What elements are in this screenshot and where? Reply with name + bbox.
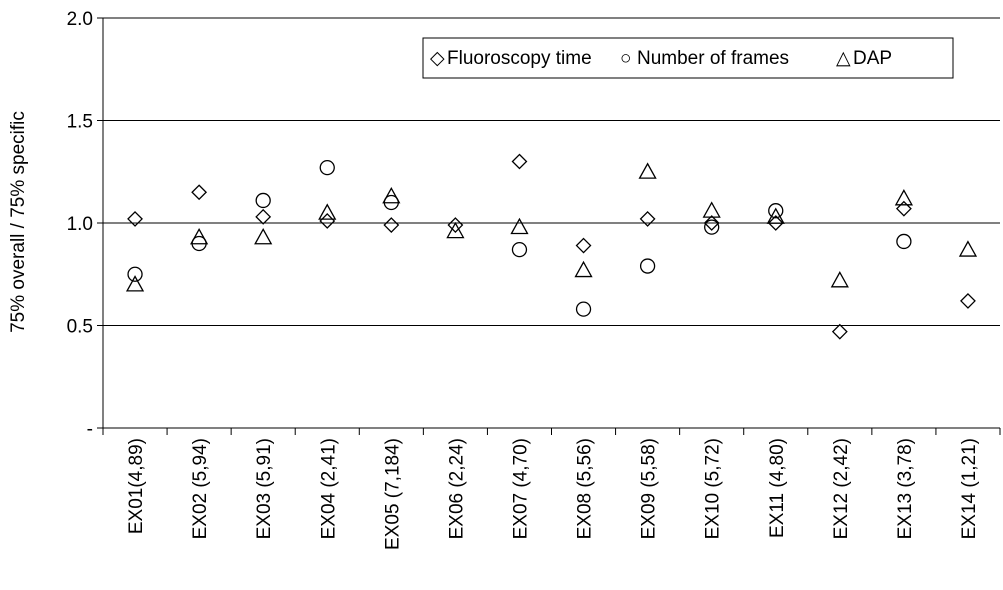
- triangle-point: [318, 203, 337, 220]
- axes: [97, 17, 1001, 435]
- x-tick-label: EX05 (7,184): [382, 438, 403, 550]
- legend-item: △ DAP: [836, 48, 892, 69]
- legend-label: Number of frames: [637, 48, 789, 69]
- diamond-point: [383, 217, 400, 233]
- triangle-point: [766, 207, 785, 224]
- diamond-point: [895, 200, 912, 217]
- x-tick-label: EX13 (3,78): [895, 438, 916, 539]
- data-points: [125, 153, 978, 340]
- x-tick-label: EX08 (5,56): [575, 438, 596, 539]
- x-tick-label: EX02 (5,94): [190, 438, 211, 539]
- legend-label: Fluoroscopy time: [447, 48, 592, 69]
- y-tick-label: 1.0: [67, 214, 93, 235]
- circle-legend-symbol: ○: [620, 48, 631, 69]
- legend-box: [422, 37, 954, 79]
- y-tick-labels: - 0.5 1.0 1.5 2.0: [67, 9, 93, 440]
- x-tick-label: EX10 (5,72): [703, 438, 724, 539]
- y-axis-label: 75% overall / 75% specific: [8, 111, 29, 333]
- x-tick-label: EX06 (2,24): [446, 438, 467, 539]
- diamond-point: [575, 237, 592, 254]
- triangle-point: [638, 162, 657, 179]
- circle-point: [127, 266, 143, 282]
- x-tick-label: EX07 (4,70): [510, 438, 531, 539]
- diamond-point: [191, 184, 208, 201]
- circle-point: [255, 192, 271, 209]
- legend-label: DAP: [853, 48, 892, 69]
- triangle-point: [190, 228, 209, 245]
- circle-point: [575, 301, 592, 317]
- diamond-point: [127, 210, 143, 227]
- triangle-point: [125, 275, 145, 292]
- x-tick-label: EX11 (4,80): [767, 438, 788, 538]
- diamond-point: [255, 208, 272, 225]
- diamond-point: [831, 323, 848, 340]
- x-tick-label: EX14 (1,21): [959, 438, 980, 539]
- diamond-point: [767, 215, 784, 231]
- y-tick-label: 2.0: [67, 9, 93, 30]
- legend-item: ◇ Fluoroscopy time: [430, 48, 592, 69]
- gridlines: [103, 17, 1000, 326]
- diamond-point: [703, 215, 720, 231]
- diamond-point: [511, 153, 528, 170]
- circle-point: [319, 159, 335, 176]
- x-tick-label: EX03 (5,91): [254, 438, 275, 539]
- triangle-point: [446, 221, 465, 239]
- legend: ◇ Fluoroscopy time ○ Number of frames △ DAP: [422, 37, 954, 79]
- x-tick-label: EX12 (2,42): [831, 438, 852, 539]
- triangle-point: [510, 217, 529, 235]
- y-tick-label: 1.5: [67, 112, 93, 133]
- circle-point: [639, 258, 656, 274]
- y-tick-label: -: [87, 419, 93, 440]
- diamond-point: [447, 217, 464, 233]
- triangle-legend-symbol: △: [836, 48, 851, 69]
- triangle-point: [830, 271, 849, 288]
- triangle-point: [958, 240, 978, 257]
- diamond-point: [639, 210, 656, 227]
- triangle-point: [382, 187, 401, 204]
- legend-item: ○ Number of frames: [620, 48, 789, 69]
- x-tick-labels: EX01(4,89) EX02 (5,94) EX03 (5,91) EX04 (2,…: [126, 438, 980, 550]
- x-tick-label: EX04 (2,41): [318, 438, 339, 539]
- diamond-point: [319, 213, 336, 229]
- circle-point: [768, 203, 784, 219]
- y-tick-label: 0.5: [67, 317, 93, 338]
- x-tick-label: EX01(4,89): [126, 438, 147, 534]
- triangle-point: [574, 260, 593, 278]
- x-tick-label: EX09 (5,58): [639, 438, 660, 539]
- circle-point: [511, 241, 528, 258]
- triangle-point: [702, 201, 721, 218]
- circle-point: [896, 233, 912, 250]
- diamond-legend-symbol: ◇: [430, 48, 445, 69]
- diamond-point: [960, 292, 976, 309]
- triangle-point: [894, 189, 913, 206]
- circle-point: [704, 219, 720, 235]
- triangle-point: [254, 228, 273, 245]
